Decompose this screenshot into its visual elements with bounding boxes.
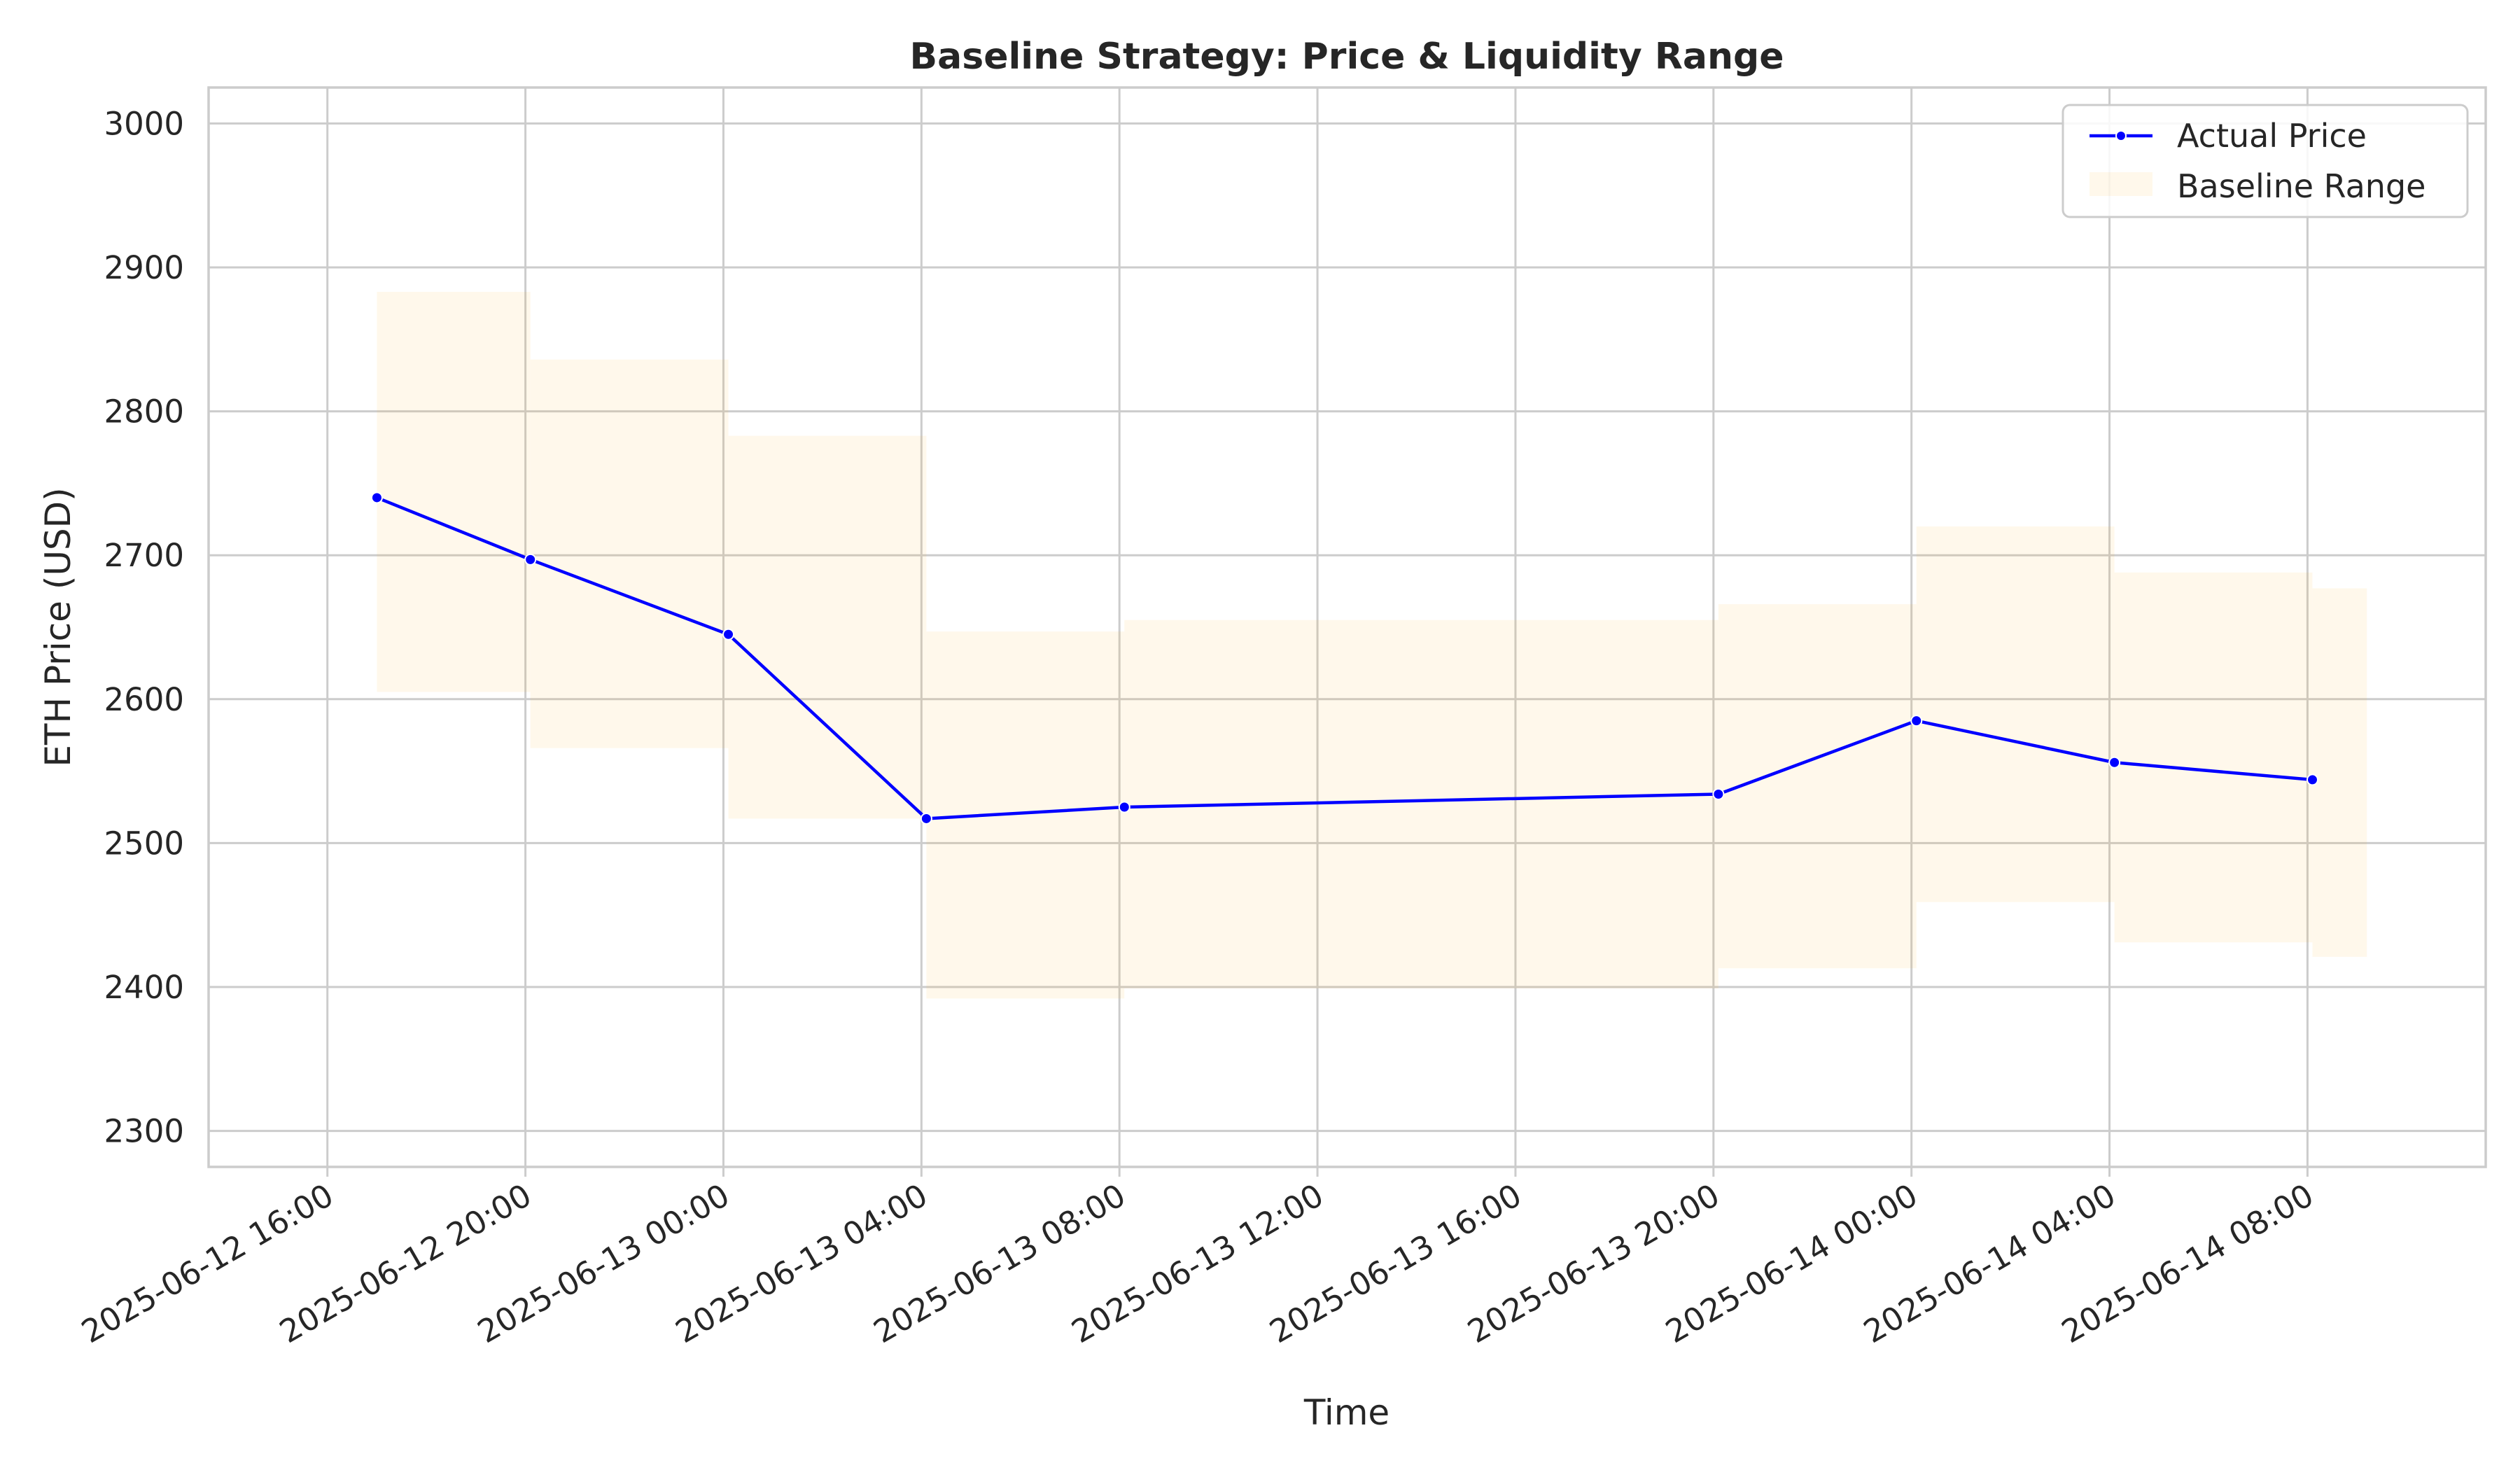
legend: Actual Price Baseline Range <box>2062 104 2469 218</box>
price-point <box>2306 774 2318 786</box>
legend-range-swatch <box>2090 172 2152 196</box>
y-tick-label: 3000 <box>104 105 184 142</box>
baseline-range-band <box>2114 572 2313 943</box>
y-axis-label: ETH Price (USD) <box>38 487 78 766</box>
y-tick-label: 2700 <box>104 537 184 574</box>
y-tick-label: 2300 <box>104 1113 184 1150</box>
legend-label-baseline-range: Baseline Range <box>2177 167 2426 205</box>
y-tick-labels: 2300 2400 2500 2600 2700 2800 2900 3000 <box>104 105 184 1149</box>
price-point <box>1712 788 1725 800</box>
price-series <box>370 491 2318 825</box>
grid-lines <box>209 88 2486 1177</box>
y-tick-label: 2800 <box>104 393 184 430</box>
legend-box <box>2062 104 2469 218</box>
price-point <box>1118 801 1130 813</box>
price-point <box>920 812 932 825</box>
y-tick-label: 2400 <box>104 969 184 1006</box>
baseline-range-band <box>377 291 531 692</box>
baseline-range-band <box>1916 526 2115 902</box>
baseline-range-band <box>728 435 927 819</box>
price-point <box>370 491 383 504</box>
baseline-range-band <box>2312 588 2367 957</box>
price-point <box>1910 715 1923 727</box>
chart-title: Baseline Strategy: Price & Liquidity Ran… <box>910 36 1784 78</box>
x-axis-label: Time <box>1303 1392 1390 1433</box>
y-tick-label: 2600 <box>104 681 184 718</box>
baseline-range-band <box>530 359 729 748</box>
baseline-range-band <box>1718 604 1917 969</box>
baseline-range-band <box>926 631 1125 999</box>
legend-label-actual-price: Actual Price <box>2177 117 2367 155</box>
y-tick-label: 2900 <box>104 249 184 286</box>
legend-marker-swatch <box>2115 130 2127 141</box>
price-point <box>722 628 735 640</box>
y-tick-label: 2500 <box>104 825 184 862</box>
baseline-range-bands <box>377 291 2367 999</box>
price-point <box>2108 756 2121 769</box>
price-point <box>524 553 537 566</box>
plot-frame <box>207 86 2487 1168</box>
